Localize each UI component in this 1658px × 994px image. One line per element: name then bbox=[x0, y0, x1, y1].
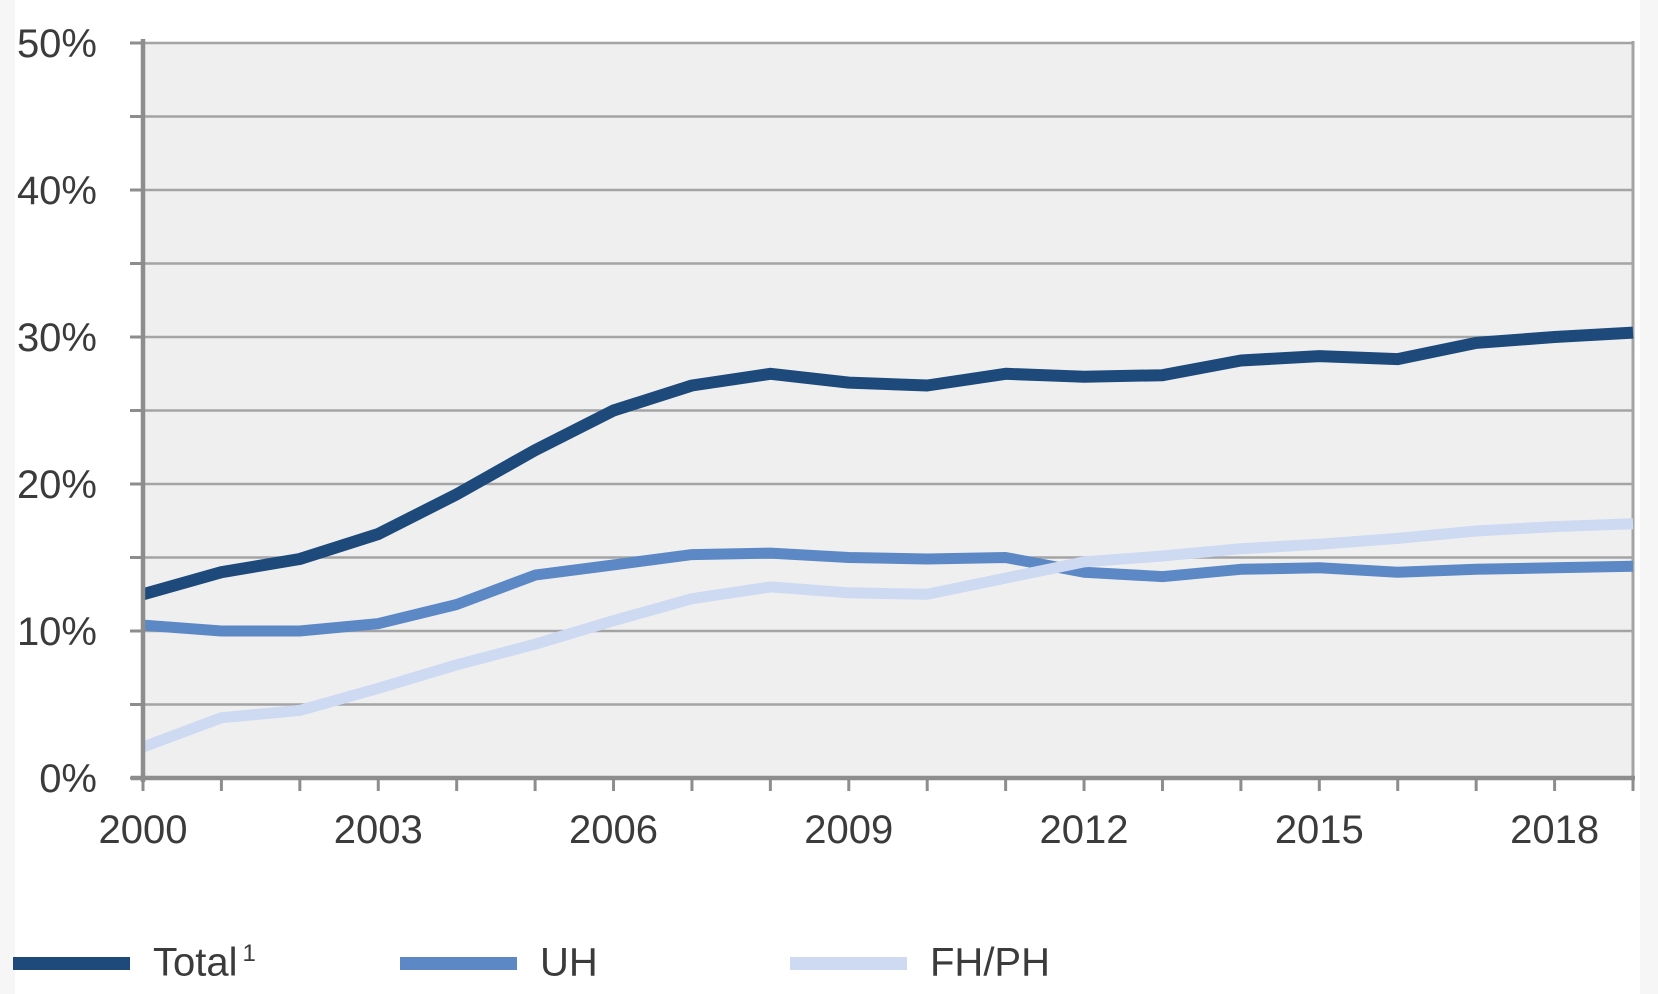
axis-ticks bbox=[130, 41, 1635, 791]
legend-label-fhph: FH/PH bbox=[930, 940, 1055, 985]
series-line-uh bbox=[142, 547, 1634, 637]
y-tick-label: 50% bbox=[17, 22, 97, 66]
y-tick-label: 10% bbox=[17, 610, 97, 654]
legend-label-total: Total 1 bbox=[153, 940, 256, 985]
x-tick-label: 2003 bbox=[334, 808, 423, 852]
legend-swatch-fhph bbox=[790, 956, 907, 970]
page-left-margin bbox=[0, 0, 15, 994]
legend-text-total: Total bbox=[153, 940, 238, 985]
x-tick-label: 2006 bbox=[569, 808, 658, 852]
page-right-margin bbox=[1640, 0, 1658, 994]
x-tick-label: 2012 bbox=[1040, 808, 1129, 852]
y-axis-labels: 0% 10% 20% 30% 40% 50% bbox=[17, 22, 97, 801]
x-tick-label: 2015 bbox=[1275, 808, 1364, 852]
y-tick-label: 0% bbox=[39, 757, 97, 801]
x-tick-label: 2009 bbox=[804, 808, 893, 852]
series-line-total bbox=[141, 326, 1634, 601]
x-tick-label: 2000 bbox=[99, 808, 188, 852]
gridlines bbox=[143, 41, 1635, 778]
series-lines bbox=[141, 326, 1634, 753]
legend-item-total: Total 1 bbox=[13, 938, 256, 988]
x-axis-labels: 2000 2003 2006 2009 2012 2015 2018 bbox=[99, 808, 1600, 852]
y-tick-label: 40% bbox=[17, 169, 97, 213]
series-line-fhph bbox=[141, 518, 1634, 753]
legend-text-fhph: FH/PH bbox=[930, 940, 1050, 985]
x-tick-label: 2018 bbox=[1510, 808, 1599, 852]
y-tick-label: 20% bbox=[17, 463, 97, 507]
legend-superscript-1: 1 bbox=[242, 940, 256, 968]
legend-label-uh: UH bbox=[540, 940, 603, 985]
legend-item-uh: UH bbox=[400, 938, 603, 988]
legend-swatch-uh bbox=[400, 956, 517, 970]
legend-text-uh: UH bbox=[540, 940, 598, 985]
y-tick-label: 30% bbox=[17, 316, 97, 360]
chart-legend: Total 1 UH FH/PH bbox=[0, 938, 1658, 988]
legend-swatch-total bbox=[13, 956, 130, 970]
legend-item-fhph: FH/PH bbox=[790, 938, 1055, 988]
